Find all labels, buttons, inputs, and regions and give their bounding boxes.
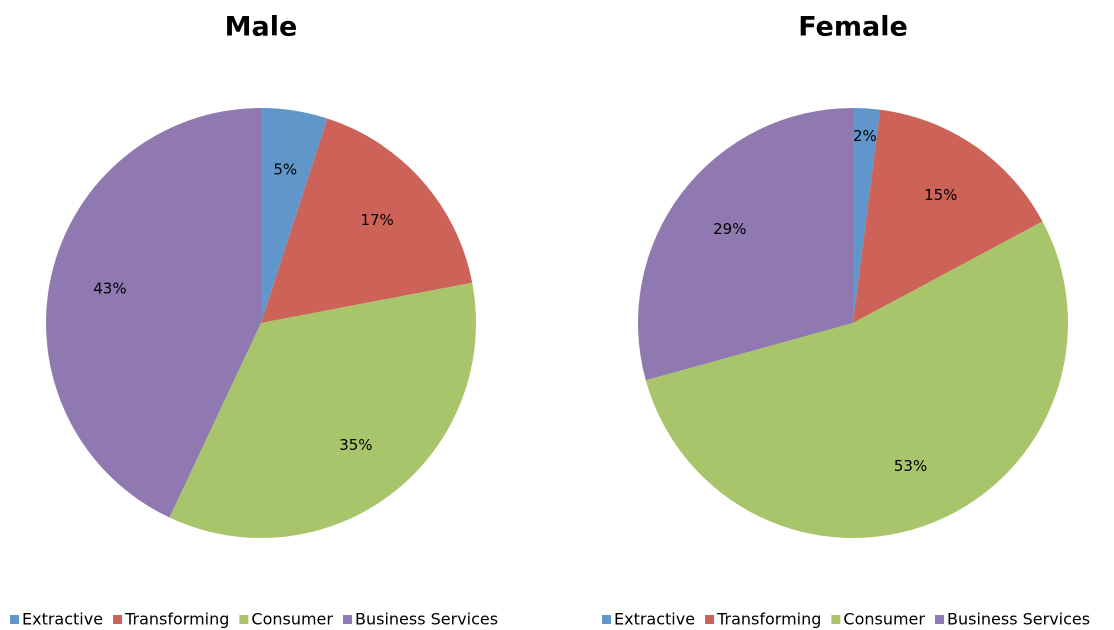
chart-title: Male [225,12,298,43]
data-label: 5% [273,161,297,179]
pie-slice [853,108,881,323]
legend-label: Extractive [22,610,103,629]
legend-swatch [831,615,841,624]
pie-slice [169,282,476,538]
legend-swatch [705,615,715,624]
legend-label: Transforming [124,610,229,629]
pie-slice [638,108,853,381]
legend-swatch [239,615,249,624]
data-label: 15% [924,186,957,204]
legend-label: Business Services [947,610,1090,629]
data-label: 53% [894,457,927,475]
legend-label: Extractive [614,610,695,629]
legend-label: Consumer [843,610,925,629]
pie-slice [261,108,328,323]
pie-chart: Male 5% 17% 35% 43% Extractive Transforming Con… [10,12,498,629]
legend-label: Transforming [716,610,821,629]
legend-swatch [10,615,19,624]
data-label: 17% [360,211,393,229]
legend-label: Business Services [355,610,498,629]
pie-slice [645,221,1068,538]
legend-label: Consumer [251,610,333,629]
pie-slice [853,109,1043,324]
legend-swatch [602,615,611,624]
legend-swatch [113,615,123,624]
data-label: 35% [339,436,372,454]
data-label: 2% [853,127,877,145]
legend-swatch [934,615,944,624]
pie-slice [261,118,473,323]
pie-chart: Female 2% 15% 53% 29% Extractive Transforming C… [602,12,1090,629]
pie-slice [45,108,261,518]
legend-swatch [342,615,352,624]
chart-title: Female [798,12,908,43]
data-label: 29% [713,220,746,238]
data-label: 43% [93,280,126,298]
